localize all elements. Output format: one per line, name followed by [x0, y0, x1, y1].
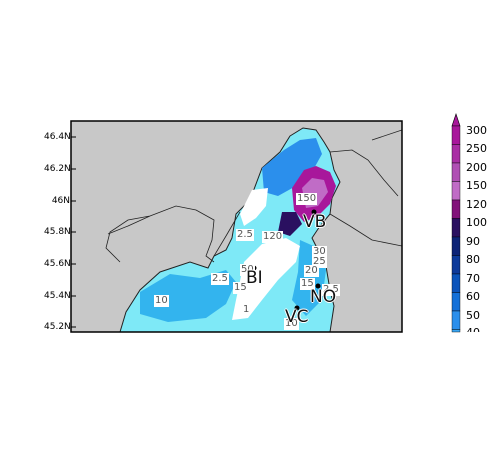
colorbar-box-1: [451, 125, 461, 145]
colorbar-box-5: [451, 199, 461, 219]
contour-label: 30: [312, 246, 327, 258]
lat-label-6: 45.4N: [44, 291, 71, 301]
colorbar-box-7: [451, 236, 461, 256]
city-dot-vc: [294, 305, 300, 311]
colorbar-label-8: 80: [466, 253, 480, 266]
colorbar-label-11: 50: [466, 309, 480, 322]
lat-label-3: 46N: [51, 196, 70, 206]
contour-label: 15: [233, 282, 248, 294]
city-label-no: NO: [310, 287, 337, 307]
colorbar-box-11: [451, 310, 461, 330]
lat-label-5: 45.6N: [44, 259, 71, 269]
contour-label: 1: [243, 304, 250, 315]
city-label-vc: VC: [285, 307, 309, 327]
colorbar-label-12: 40: [466, 326, 480, 332]
dry-zone: [232, 238, 300, 320]
colorbar-box-12: [451, 329, 461, 333]
dry-zone-north: [240, 188, 268, 226]
contour-label: 15: [300, 278, 315, 290]
city-label-bi: BI: [246, 268, 263, 288]
lat-label-1: 46.4N: [44, 132, 71, 142]
colorbar-label-3: 200: [466, 161, 487, 174]
colorbar-box-9: [451, 273, 461, 293]
colorbar-label-10: 60: [466, 290, 480, 303]
colorbar-label-5: 120: [466, 198, 487, 211]
colorbar-label-2: 250: [466, 142, 487, 155]
contour-label: 50: [240, 264, 255, 276]
contour-label: 10: [154, 295, 169, 307]
colorbar-top-arrow: [451, 113, 461, 127]
lat-label-2: 46.2N: [44, 164, 71, 174]
colorbar-label-4: 150: [466, 179, 487, 192]
city-dot-no: [315, 283, 321, 289]
contour-label: 20: [304, 265, 319, 277]
contour-label: 2.5: [211, 273, 229, 285]
colorbar-label-9: 70: [466, 272, 480, 285]
precip-zone-mid-north: [262, 138, 322, 196]
contour-label: 10: [284, 318, 299, 330]
colorbar-label-1: 300: [466, 124, 487, 137]
map-frame: [70, 120, 403, 333]
border-lines: [105, 129, 402, 263]
contour-label: 2.5: [236, 229, 254, 241]
colorbar: [451, 113, 461, 333]
contour-label: 120: [262, 231, 284, 243]
city-label-vb: VB: [303, 212, 327, 232]
colorbar-box-4: [451, 181, 461, 201]
colorbar-box-6: [451, 218, 461, 238]
colorbar-label-7: 90: [466, 235, 480, 248]
contour-label: 2.5: [322, 284, 340, 296]
colorbar-box-2: [451, 144, 461, 164]
city-dot-vb: [311, 209, 317, 215]
colorbar-label-6: 100: [466, 216, 487, 229]
colorbar-box-8: [451, 255, 461, 275]
colorbar-box-10: [451, 292, 461, 312]
contour-label: 150: [296, 193, 318, 205]
precip-zone-dark: [278, 212, 302, 236]
lat-label-4: 45.8N: [44, 227, 71, 237]
lat-ticks: [71, 136, 76, 328]
lat-label-7: 45.2N: [44, 322, 71, 332]
colorbar-box-3: [451, 162, 461, 182]
